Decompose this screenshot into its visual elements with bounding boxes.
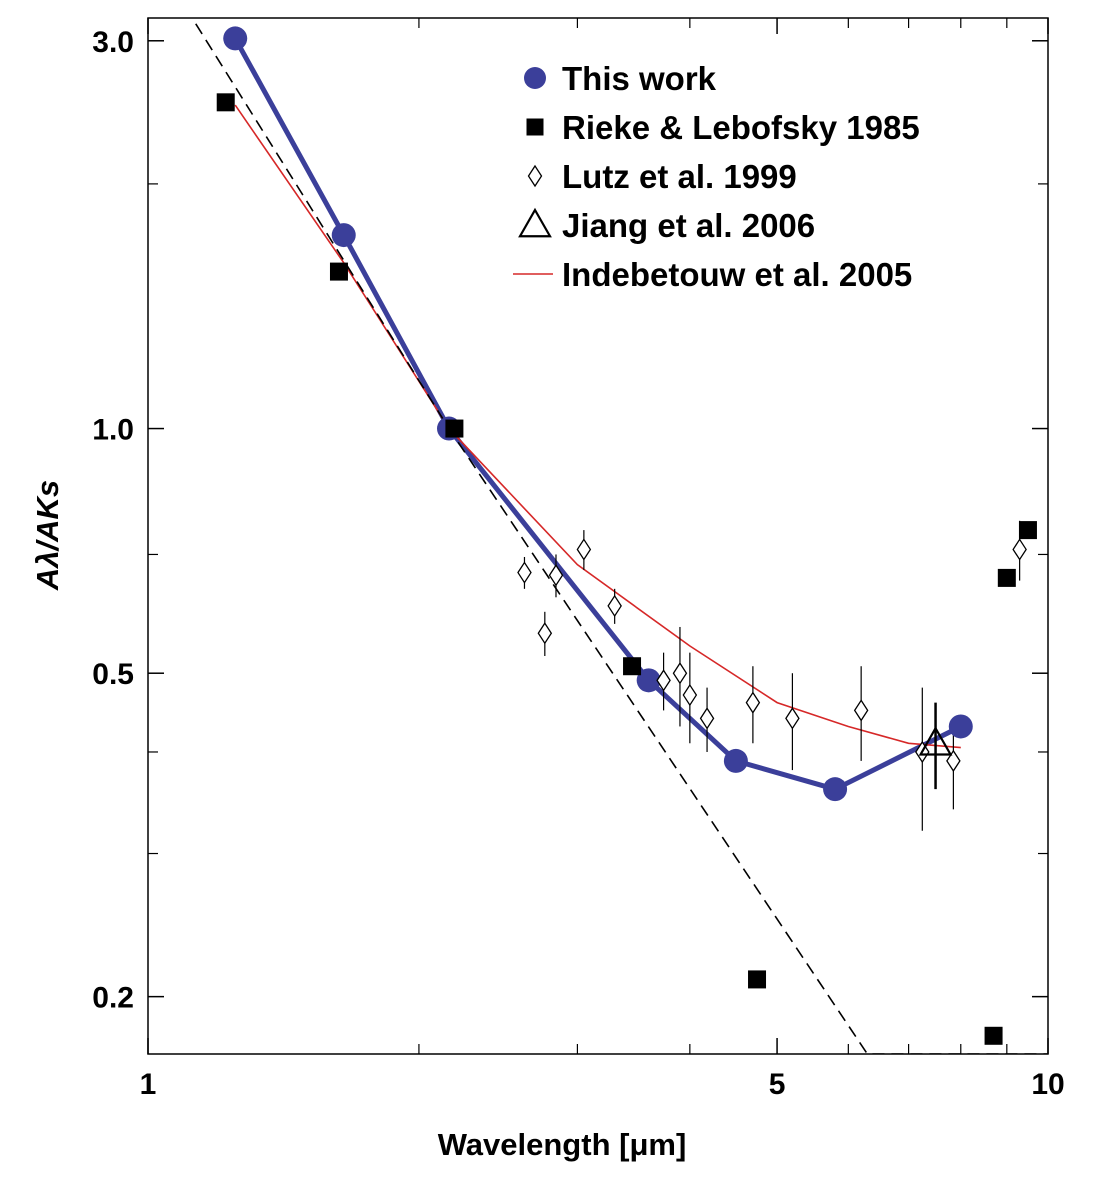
rieke-lebofsky-point	[329, 262, 348, 281]
lutz-point	[745, 691, 761, 714]
legend-label-lutz-et-al-1999: Lutz et al. 1999	[562, 158, 797, 195]
jiang-point	[918, 726, 953, 756]
legend: This work Rieke & Lebofsky 1985 Lutz et al…	[513, 60, 920, 293]
this-work-point	[223, 26, 248, 51]
y-tick-label: 0.2	[92, 982, 134, 1015]
this-work-point	[723, 748, 748, 773]
lutz-point	[656, 669, 671, 692]
lutz-point	[576, 538, 592, 561]
x-tick-label: 10	[1031, 1068, 1064, 1101]
rieke-lebofsky-point	[445, 419, 464, 438]
legend-label-indebetouw-et-al-2005: Indebetouw et al. 2005	[562, 256, 912, 293]
this-work-point	[636, 668, 661, 693]
this-work-point	[823, 777, 848, 802]
lutz-point	[946, 749, 961, 773]
plot-frame	[147, 17, 1049, 1055]
x-tick-label: 1	[140, 1068, 157, 1101]
this-work-point	[331, 223, 356, 248]
rieke-lebofsky-point	[1018, 521, 1037, 540]
axis-ticks	[147, 18, 1049, 1054]
rieke-lebofsky-point	[216, 93, 235, 112]
legend-marker-lutz-et-al-1999	[527, 164, 543, 188]
lutz-point	[672, 662, 688, 685]
y-tick-label: 3.0	[92, 26, 134, 59]
lutz-point	[548, 564, 564, 587]
error-bars	[523, 520, 1021, 831]
rieke-lebofsky-point	[623, 657, 642, 676]
y-tick-label: 1.0	[92, 414, 134, 447]
legend-marker-rieke-lebofsky-1985	[526, 118, 544, 136]
y-tick-label: 0.5	[92, 658, 134, 691]
series-line-this-work	[233, 37, 962, 792]
this-work-point	[948, 714, 973, 739]
tick-labels: 1 5 10 3.0 1.0 0.5 0.2	[92, 26, 1064, 1101]
rieke-lebofsky-point	[984, 1026, 1003, 1045]
x-axis-title: Wavelength [μm]	[438, 1127, 687, 1162]
series-line-indebetouw-et-al-2005	[234, 104, 961, 749]
lutz-point	[537, 622, 553, 645]
x-tick-label: 5	[769, 1068, 786, 1101]
legend-marker-jiang-et-al-2006	[518, 207, 552, 238]
lutz-point	[1012, 538, 1027, 561]
lutz-point	[682, 683, 698, 707]
lutz-point	[785, 707, 800, 730]
legend-marker-this-work	[524, 67, 546, 89]
lutz-point	[699, 707, 715, 730]
legend-label-rieke-lebofsky-1985: Rieke & Lebofsky 1985	[562, 109, 920, 146]
data-markers	[216, 26, 1037, 1045]
legend-label-jiang-et-al-2006: Jiang et al. 2006	[562, 207, 815, 244]
y-axis-title: Aλ/AKs	[30, 480, 65, 591]
lutz-point	[607, 594, 622, 618]
lutz-point	[517, 561, 532, 584]
legend-label-this-work: This work	[562, 60, 717, 97]
rieke-lebofsky-point	[748, 970, 767, 989]
lutz-point	[853, 699, 869, 722]
rieke-lebofsky-point	[997, 568, 1016, 587]
